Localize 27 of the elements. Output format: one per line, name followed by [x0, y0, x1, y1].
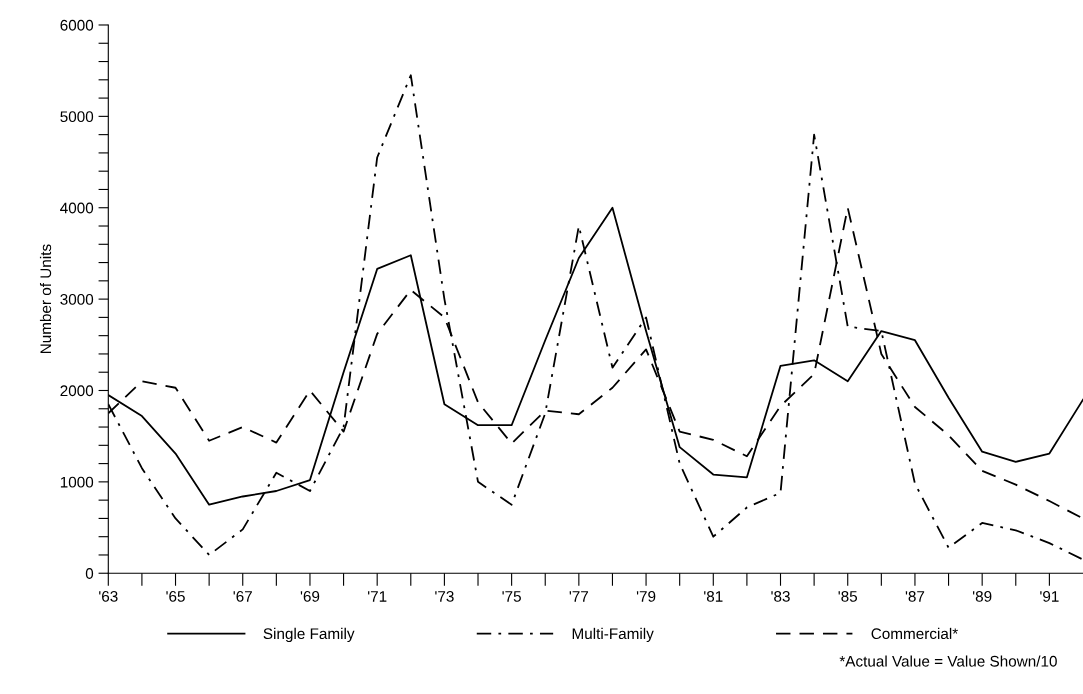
x-tick-label: '71 — [368, 591, 387, 602]
x-tick-label: '81 — [704, 591, 723, 602]
legend-label: Commercial* — [871, 627, 958, 640]
x-tick-label: '69 — [300, 591, 320, 602]
x-tick-label: '63 — [99, 591, 118, 602]
x-tick-label: '67 — [233, 591, 252, 602]
x-tick-label: '83 — [771, 591, 790, 602]
legend-label: Multi-Family — [572, 627, 654, 643]
x-tick-label: '79 — [636, 591, 656, 602]
y-tick-label: 0 — [85, 568, 94, 579]
text: *Actual Value = Value Shown/10 — [839, 655, 1057, 667]
y-axis-title: Number of Units — [39, 244, 52, 354]
y-tick-label: 1000 — [60, 476, 94, 488]
x-tick-label: '87 — [905, 591, 925, 602]
y-tick-label: 5000 — [60, 111, 94, 123]
x-tick-label: '75 — [502, 591, 521, 602]
x-tick-label: '77 — [569, 591, 589, 602]
x-tick-label: '73 — [435, 591, 454, 602]
y-tick-label: 3000 — [60, 293, 94, 305]
x-tick-label: '65 — [166, 591, 185, 602]
x-tick-label: '89 — [972, 591, 992, 602]
y-tick-label: 4000 — [60, 202, 94, 214]
x-tick-label: '91 — [1040, 591, 1059, 602]
legend-label: Single Family — [263, 627, 355, 643]
y-tick-label: 2000 — [60, 385, 94, 397]
y-tick-label: 6000 — [60, 19, 94, 31]
x-tick-label: '85 — [838, 591, 858, 602]
